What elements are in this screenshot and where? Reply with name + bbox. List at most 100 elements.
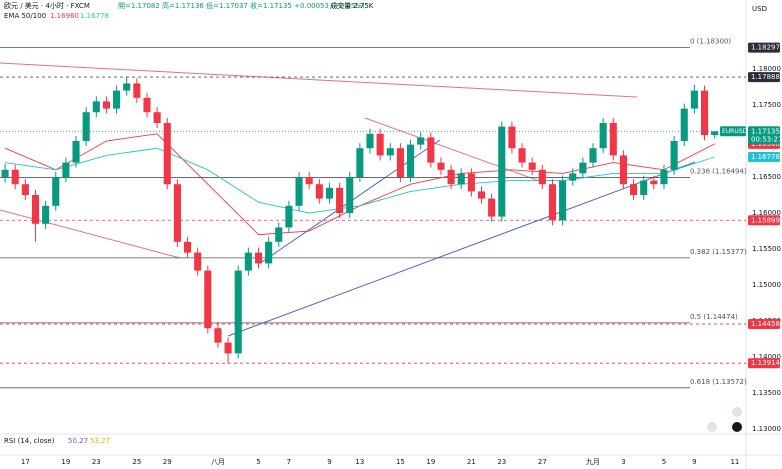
x-tick-label: 5 xyxy=(256,458,260,466)
candle-body xyxy=(447,169,455,185)
candle-body xyxy=(82,112,90,142)
x-tick-label: 7 xyxy=(287,458,291,466)
candle-body xyxy=(660,169,668,185)
price-label-box xyxy=(748,319,780,330)
candle-body xyxy=(457,173,465,185)
candle-body xyxy=(244,252,252,271)
candle-body xyxy=(437,162,445,170)
candle-body xyxy=(102,101,110,109)
x-tick-label: 13 xyxy=(355,458,364,466)
fib-label: 0.5 (1.14474) xyxy=(690,313,738,321)
candle-body xyxy=(153,112,161,124)
fib-label: 0.382 (1.15377) xyxy=(690,248,747,256)
candle-body xyxy=(346,177,354,214)
candle-body xyxy=(305,177,313,185)
candle-body xyxy=(396,148,404,178)
candle-body xyxy=(589,148,597,163)
x-tick-label: 15 xyxy=(396,458,405,466)
candle-body xyxy=(173,184,181,242)
x-tick-label: 9 xyxy=(327,458,331,466)
trendline xyxy=(0,62,638,98)
icon[interactable] xyxy=(732,407,742,417)
candle-body xyxy=(711,131,719,136)
candle-body xyxy=(518,148,526,163)
x-tick-label: 27 xyxy=(538,458,547,466)
candle-body xyxy=(690,90,698,109)
candle-body xyxy=(630,184,638,196)
last-price-box xyxy=(748,126,780,145)
last-price-label: 1.17135 xyxy=(751,127,780,135)
y-tick-label: 1.16500 xyxy=(752,173,781,181)
y-tick-label: 1.15000 xyxy=(752,281,781,289)
candle-body xyxy=(295,177,303,206)
x-tick-label: 29 xyxy=(163,458,172,466)
candle-body xyxy=(42,205,50,224)
x-tick-label: 3 xyxy=(621,458,625,466)
y-tick-label: 1.17500 xyxy=(752,101,781,109)
y-tick-label: 1.15500 xyxy=(752,245,781,253)
candle-body xyxy=(569,173,577,181)
indicator-name: EMA 50/100 xyxy=(4,12,46,20)
y-tick-label: 1.13000 xyxy=(752,425,781,433)
x-tick-label: 八月 xyxy=(211,458,225,466)
x-tick-label: 九月 xyxy=(586,457,600,466)
indicator-value: 1.16778 xyxy=(80,12,109,20)
candle-body xyxy=(21,184,29,196)
price-label: 1.16778 xyxy=(751,153,780,161)
x-tick-label: 19 xyxy=(61,458,70,466)
candle-body xyxy=(133,83,141,98)
candle-body xyxy=(254,252,263,264)
price-label: 1.13914 xyxy=(751,359,780,367)
price-label: 1.15899 xyxy=(751,216,780,224)
x-tick-label: 23 xyxy=(497,458,506,466)
fib-label: 0.236 (1.16494) xyxy=(690,167,747,175)
candle-body xyxy=(477,191,486,199)
symbol-box xyxy=(720,126,746,137)
candle-body xyxy=(579,162,587,174)
candle-body xyxy=(214,328,222,343)
candle-body xyxy=(599,123,607,149)
candle-body xyxy=(376,133,384,156)
x-tick-label: 25 xyxy=(132,458,141,466)
candle-body xyxy=(62,162,70,178)
x-tick-label: 9 xyxy=(692,458,696,466)
price-label-box xyxy=(748,72,780,83)
drawings xyxy=(0,62,696,337)
candle-body xyxy=(1,169,9,178)
price-label-box xyxy=(748,151,780,162)
candle-body xyxy=(72,141,80,163)
candle-body xyxy=(11,169,19,185)
candle-body xyxy=(163,123,171,185)
price-label: 1.18297 xyxy=(751,44,780,52)
candle-body xyxy=(183,241,192,253)
symbol-label: EURUSD xyxy=(722,128,748,135)
rsi-name: RSI (14, close) xyxy=(4,437,55,445)
candle-body xyxy=(123,83,131,91)
trendline xyxy=(364,117,546,184)
candle-body xyxy=(640,180,648,196)
price-label: 1.14458 xyxy=(751,320,780,328)
candle-body xyxy=(356,148,364,178)
x-tick-label: 21 xyxy=(467,458,476,466)
candle-body xyxy=(559,180,567,221)
y-tick-label: 1.14000 xyxy=(752,353,781,361)
candle-body xyxy=(528,162,536,170)
candle-body xyxy=(366,133,374,149)
candle-body xyxy=(234,270,242,354)
candle-body xyxy=(204,270,212,329)
candle-body xyxy=(386,148,394,156)
candle-body xyxy=(609,123,617,156)
ema-line xyxy=(5,147,715,214)
candle-body xyxy=(407,144,415,178)
candle-body xyxy=(52,177,60,206)
fib-label: 0.618 (1.13572) xyxy=(690,378,747,386)
icon[interactable] xyxy=(732,422,742,432)
price-label-box xyxy=(748,358,780,369)
icon[interactable] xyxy=(707,422,717,432)
price-label: 1.17888 xyxy=(751,73,780,81)
x-tick-label: 19 xyxy=(426,458,435,466)
symbol-title: 欧元 / 美元 · 4小时 · FXCM xyxy=(4,1,90,10)
trendline xyxy=(0,209,181,259)
